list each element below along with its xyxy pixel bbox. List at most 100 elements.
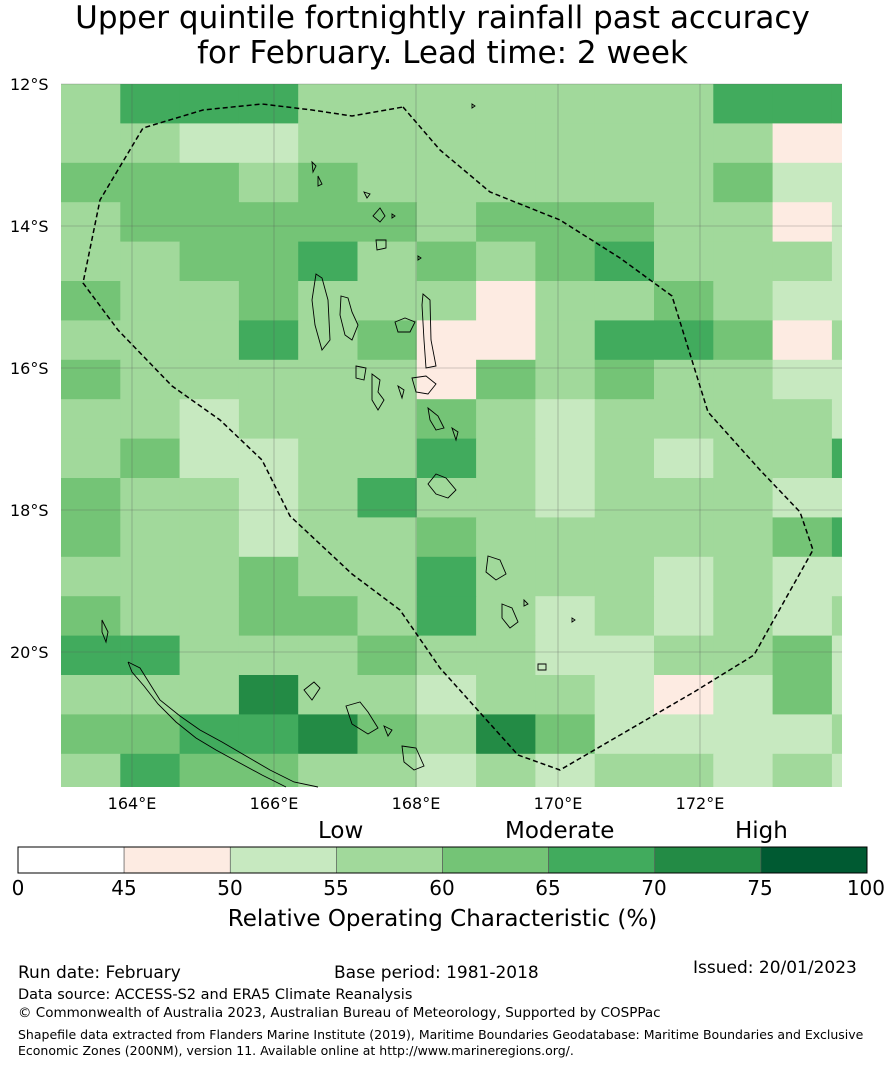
grid-cell bbox=[654, 517, 714, 558]
grid-cell bbox=[298, 753, 358, 787]
lon-label-170e: 170°E bbox=[533, 794, 583, 813]
grid-cell bbox=[179, 320, 240, 361]
grid-cell bbox=[298, 596, 358, 637]
grid-cell bbox=[831, 202, 842, 243]
grid-cell bbox=[772, 675, 833, 715]
grid-cell bbox=[831, 596, 842, 637]
grid-cell bbox=[831, 714, 842, 755]
issued-date: Issued: 20/01/2023 bbox=[693, 958, 857, 978]
grid-cell bbox=[61, 635, 121, 676]
grid-cell bbox=[238, 753, 299, 787]
grid-cell bbox=[298, 714, 358, 755]
grid-cell bbox=[594, 320, 655, 361]
grid-cell bbox=[772, 281, 833, 321]
grid-cell bbox=[238, 359, 299, 400]
grid-cell bbox=[654, 359, 714, 400]
grid-cell bbox=[772, 241, 833, 282]
grid-cell bbox=[772, 714, 833, 755]
grid-cell bbox=[713, 517, 774, 558]
grid-cell bbox=[357, 359, 418, 400]
grid-cell bbox=[61, 281, 121, 321]
lat-label-18s: 18°S bbox=[10, 501, 49, 520]
grid-cell bbox=[831, 320, 842, 361]
grid-cell bbox=[357, 123, 418, 164]
grid-cell bbox=[476, 635, 536, 676]
grid-cell bbox=[654, 714, 714, 755]
grid-cell bbox=[298, 162, 358, 203]
map-title-line-2: for February. Lead time: 2 week bbox=[197, 35, 688, 71]
grid-cell bbox=[772, 162, 833, 203]
grid-cell bbox=[594, 123, 655, 164]
grid-cell bbox=[298, 241, 358, 282]
grid-cell bbox=[594, 162, 655, 203]
lat-label-20s: 20°S bbox=[10, 643, 49, 662]
grid-cell bbox=[535, 635, 596, 676]
grid-cell bbox=[179, 478, 240, 518]
grid-cell bbox=[238, 556, 299, 597]
grid-cell bbox=[238, 596, 299, 637]
grid-cell bbox=[357, 281, 418, 321]
grid-cell bbox=[298, 320, 358, 361]
grid-cell bbox=[713, 359, 774, 400]
grid-cell bbox=[416, 556, 477, 597]
grid-cell bbox=[476, 359, 536, 400]
grid-cell bbox=[61, 320, 121, 361]
grid-cell bbox=[238, 399, 299, 440]
grid-cell bbox=[298, 202, 358, 243]
lat-label-16s: 16°S bbox=[10, 359, 49, 378]
grid-cell bbox=[61, 556, 121, 597]
grid-cell bbox=[535, 438, 596, 479]
grid-cell bbox=[416, 84, 477, 124]
colorbar-tick: 65 bbox=[535, 876, 561, 900]
grid-cell bbox=[594, 675, 655, 715]
colorbar-swatch bbox=[654, 846, 762, 874]
grid-cell bbox=[831, 84, 842, 124]
grid-cell bbox=[594, 202, 655, 243]
colorbar-swatch bbox=[336, 846, 443, 874]
grid-cell bbox=[713, 162, 774, 203]
grid-cell bbox=[772, 517, 833, 558]
grid-cell bbox=[61, 438, 121, 479]
grid-cell bbox=[772, 478, 833, 518]
grid-cell bbox=[357, 399, 418, 440]
grid-cell bbox=[61, 399, 121, 440]
grid-cell bbox=[416, 281, 477, 321]
grid-cell bbox=[594, 399, 655, 440]
grid-cell bbox=[179, 635, 240, 676]
grid-cell bbox=[535, 320, 596, 361]
grid-cell bbox=[535, 162, 596, 203]
grid-cell bbox=[298, 635, 358, 676]
grid-cell bbox=[831, 517, 842, 558]
grid-cell bbox=[416, 635, 477, 676]
grid-cell bbox=[120, 281, 181, 321]
grid-cell bbox=[713, 556, 774, 597]
grid-cell bbox=[713, 399, 774, 440]
grid-cell bbox=[238, 517, 299, 558]
grid-cell bbox=[831, 438, 842, 479]
colorbar-swatch bbox=[548, 846, 655, 874]
grid-cell bbox=[120, 320, 181, 361]
grid-cell bbox=[238, 241, 299, 282]
grid-cell bbox=[654, 241, 714, 282]
grid-cell bbox=[120, 202, 181, 243]
grid-cell bbox=[179, 399, 240, 440]
grid-cell bbox=[831, 281, 842, 321]
grid-cell bbox=[654, 123, 714, 164]
colorbar-swatch bbox=[442, 846, 549, 874]
grid-cell bbox=[120, 478, 181, 518]
grid-cell bbox=[594, 596, 655, 637]
grid-cell bbox=[476, 162, 536, 203]
grid-cell bbox=[535, 123, 596, 164]
colorbar-label: Relative Operating Characteristic (%) bbox=[227, 906, 658, 932]
grid-cell bbox=[357, 438, 418, 479]
grid-cell bbox=[120, 399, 181, 440]
grid-cell bbox=[298, 438, 358, 479]
grid-cell bbox=[357, 753, 418, 787]
grid-cell bbox=[238, 123, 299, 164]
colorbar-tick: 60 bbox=[429, 876, 455, 900]
grid-cell bbox=[654, 202, 714, 243]
grid-cell bbox=[120, 596, 181, 637]
grid-cell bbox=[831, 753, 842, 787]
grid-cell bbox=[357, 84, 418, 124]
